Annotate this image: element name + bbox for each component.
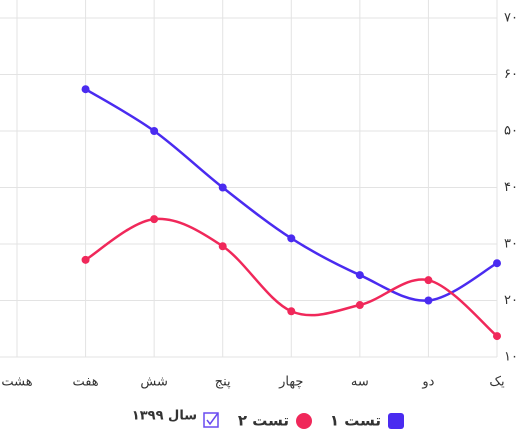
y-tick-label: ۲۰	[504, 293, 518, 308]
point	[493, 259, 501, 268]
x-tick-label: پنج	[215, 375, 231, 390]
point	[150, 127, 159, 135]
point	[287, 234, 296, 243]
point	[424, 296, 433, 305]
x-tick-label: دو	[421, 375, 434, 390]
y-tick-label: ۱۰	[504, 350, 518, 365]
x-tick-label: هشت	[1, 375, 32, 390]
y-tick-label: ۷۰	[504, 11, 518, 26]
point	[218, 183, 227, 192]
legend-label[interactable]: تست ۱	[330, 412, 381, 430]
point	[355, 271, 364, 280]
x-tick-label: سه	[351, 375, 369, 390]
x-tick-label: هفت	[72, 375, 98, 390]
y-tick-label: ۵۰	[504, 124, 518, 139]
y-tick-label: ۳۰	[504, 237, 518, 252]
x-tick-label: شش	[140, 375, 167, 390]
point	[493, 332, 501, 341]
legend: تست ۱ تست ۲ سال ۱۳۹۹	[132, 409, 404, 430]
y-tick-label: ۴۰	[504, 180, 518, 195]
y-tick-label: ۶۰	[504, 67, 518, 82]
x-tick-label: یک	[489, 375, 505, 390]
legend-extra[interactable]: سال ۱۳۹۹	[132, 409, 197, 424]
legend-label[interactable]: تست ۲	[238, 412, 289, 430]
point	[81, 255, 90, 264]
legend-swatch[interactable]	[296, 413, 312, 429]
legend-swatch[interactable]	[388, 413, 404, 429]
point	[355, 301, 364, 310]
checkbox-mark	[206, 412, 219, 426]
point	[287, 307, 296, 316]
point	[218, 242, 227, 251]
point	[81, 85, 90, 94]
checkbox[interactable]	[203, 412, 219, 428]
x-tick-label: چهار	[278, 375, 303, 390]
point	[424, 276, 433, 285]
point	[150, 215, 159, 224]
